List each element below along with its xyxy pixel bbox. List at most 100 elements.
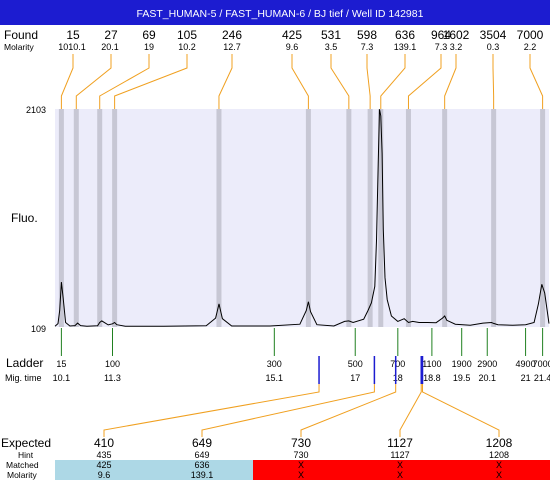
expected-leader: [103, 384, 320, 437]
found-molarity-label: 2.2: [524, 42, 537, 52]
molarity-bottom-value: 9.6: [98, 470, 111, 480]
found-leader: [75, 54, 112, 109]
ladder-time-label: 10.1: [53, 373, 71, 383]
molarity-bottom-row-label: Molarity: [7, 470, 38, 480]
found-molarity-label: 139.1: [394, 42, 417, 52]
hint-value: 1208: [489, 450, 509, 460]
expected-row-label: Expected: [1, 436, 51, 450]
fluorescence-trace: [54, 109, 550, 327]
expected-ticks: [318, 356, 424, 384]
found-molarity-label: 7.3: [435, 42, 448, 52]
ladder-time-label: 11.3: [104, 373, 121, 383]
ladder-size-label: 15: [56, 359, 66, 369]
peak-band: [346, 109, 352, 327]
expected-leader: [422, 384, 500, 437]
found-size-label: 425: [282, 28, 302, 42]
found-molarity-label: 7.3: [361, 42, 374, 52]
found-leader: [99, 54, 150, 109]
hint-row-label: Hint: [18, 450, 34, 460]
peak-band: [97, 109, 103, 327]
peak-band: [367, 109, 373, 327]
molarity-bottom-value: X: [397, 470, 403, 480]
ladder-size-label: 7000: [533, 359, 550, 369]
hint-value: 730: [293, 450, 308, 460]
found-leader: [492, 54, 495, 109]
peak-band: [405, 109, 411, 327]
ladder-size-label: 500: [348, 359, 363, 369]
ladder-size-label: 700: [390, 359, 405, 369]
expected-value: 1208: [486, 436, 513, 450]
matched-cell: [352, 460, 451, 480]
found-leader: [366, 54, 371, 109]
found-leader: [444, 54, 457, 109]
matched-cell: [451, 460, 550, 480]
found-molarity-label: 10.2: [178, 42, 196, 52]
molarity-bottom-value: X: [496, 470, 502, 480]
found-size-label: 531: [321, 28, 341, 42]
found-molarity-label: 1010.1: [58, 42, 86, 52]
hint-value: 1127: [390, 450, 409, 460]
found-row-label: Found: [4, 28, 38, 42]
ladder-time-label: 15.1: [266, 373, 284, 383]
found-leader: [529, 54, 544, 109]
found-leader: [60, 54, 74, 109]
found-size-label: 3504: [480, 28, 507, 42]
found-molarity-label: 20.1: [101, 42, 119, 52]
ladder-time-label: 21: [521, 373, 531, 383]
peak-band: [378, 109, 384, 327]
fluo-axis-label: Fluo.: [11, 211, 38, 225]
found-size-label: 964: [431, 28, 451, 42]
matched-value: 425: [96, 460, 111, 470]
plot-area: [55, 109, 549, 327]
matched-cell: [154, 460, 253, 480]
y-max-label: 2103: [26, 105, 46, 115]
ladder-size-label: 100: [105, 359, 120, 369]
molarity-bottom-value: 139.1: [191, 470, 214, 480]
ladder-time-label: 21.4: [534, 373, 550, 383]
found-leader: [380, 54, 406, 109]
ladder-time-label: 20.1: [478, 373, 496, 383]
ladder-size-label: 4900: [516, 359, 536, 369]
ladder-size-label: 300: [267, 359, 282, 369]
expected-leader: [300, 384, 397, 437]
found-molarity-label: 19: [144, 42, 154, 52]
ladder-size-label: 2900: [477, 359, 497, 369]
peak-band: [216, 109, 222, 327]
found-molarity-label: 3.2: [450, 42, 463, 52]
found-size-label: 636: [395, 28, 415, 42]
peak-band: [305, 109, 311, 327]
expected-value: 1127: [387, 436, 413, 450]
expected-leader: [399, 384, 422, 437]
ladder-row-label: Ladder: [6, 356, 43, 370]
found-molarity-label: 12.7: [223, 42, 241, 52]
expected-value: 410: [94, 436, 114, 450]
expected-table: 4104354259.6649649636139.1730730XX112711…: [55, 436, 550, 480]
matched-cell: [253, 460, 352, 480]
peak-band: [442, 109, 448, 327]
expected-value: 649: [192, 436, 212, 450]
matched-value: 636: [194, 460, 209, 470]
expected-leaders: [103, 384, 500, 437]
ladder-time-label: 18: [393, 373, 403, 383]
found-leader: [218, 54, 233, 109]
found-size-label: 69: [142, 28, 156, 42]
expected-value: 730: [291, 436, 311, 450]
found-size-label: 1602: [443, 28, 470, 42]
peak-band: [58, 109, 64, 327]
molarity-row-label: Molarity: [4, 42, 35, 52]
found-size-label: 246: [222, 28, 242, 42]
molarity-bottom-value: X: [298, 470, 304, 480]
found-molarity-label: 3.5: [325, 42, 338, 52]
matched-value: X: [397, 460, 403, 470]
peak-band: [112, 109, 118, 327]
ladder-size-label: 1900: [452, 359, 472, 369]
hint-value: 435: [96, 450, 111, 460]
peak-band: [540, 109, 546, 327]
ladder-size-label: 1100: [422, 359, 441, 369]
found-molarity-label: 0.3: [487, 42, 500, 52]
found-molarity-label: 9.6: [286, 42, 299, 52]
found-leader: [330, 54, 350, 109]
